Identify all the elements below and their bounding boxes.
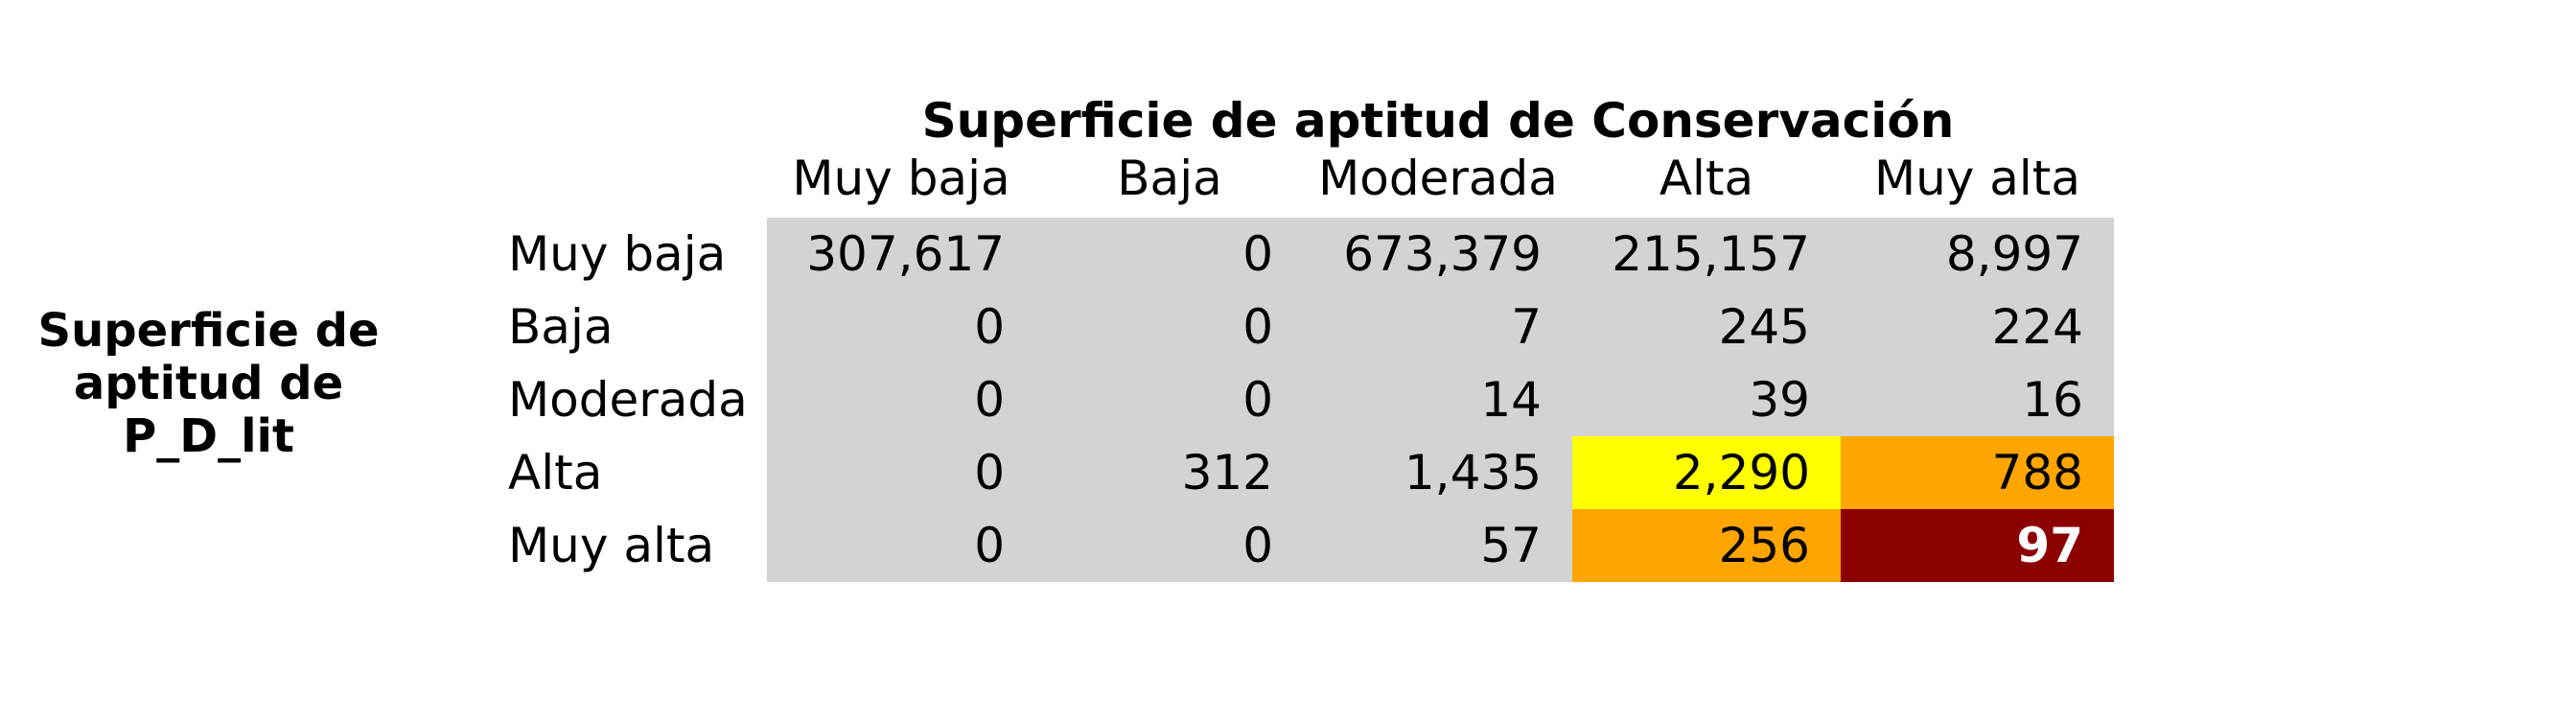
row-axis-title-line-1: Superficie de [37,304,380,358]
heatmap-cell: 14 [1304,363,1572,436]
heatmap-cell: 788 [1841,436,2114,509]
column-axis-title: Superficie de aptitud de Conservación [921,93,1955,149]
column-label: Moderada [1318,151,1558,206]
row-axis-title: Superficie de aptitud de P_D_lit [0,305,417,463]
row-label: Alta [508,445,603,501]
column-label: Muy baja [792,151,1010,206]
heatmap-cell: 16 [1841,363,2114,436]
heatmap-cell: 39 [1572,363,1841,436]
row-label: Muy baja [508,226,727,282]
row-label: Baja [508,299,614,355]
heatmap-cell: 0 [767,291,1035,363]
heatmap-cell: 0 [1035,363,1304,436]
heatmap-cell: 312 [1035,436,1304,509]
row-axis-title-line-3: P_D_lit [123,409,294,463]
heatmap-cell: 224 [1841,291,2114,363]
heatmap-cell: 245 [1572,291,1841,363]
heatmap-cell: 57 [1304,509,1572,582]
heatmap-cell: 673,379 [1304,218,1572,291]
heatmap-cell: 0 [767,509,1035,582]
heatmap-cell: 0 [1035,509,1304,582]
column-label: Alta [1659,151,1754,206]
heatmap-cell: 7 [1304,291,1572,363]
heatmap-cell: 2,290 [1572,436,1841,509]
heatmap-cell: 307,617 [767,218,1035,291]
row-axis-title-line-2: aptitud de [73,357,344,410]
heatmap-cell: 0 [1035,218,1304,291]
column-label: Muy alta [1873,151,2081,206]
heatmap-cell: 97 [1841,509,2114,582]
row-label: Moderada [508,372,748,428]
heatmap-cell: 1,435 [1304,436,1572,509]
heatmap-cell: 0 [767,436,1035,509]
heatmap-cell: 215,157 [1572,218,1841,291]
row-label: Muy alta [508,518,715,573]
heatmap-cell: 8,997 [1841,218,2114,291]
heatmap-cell: 0 [767,363,1035,436]
heatmap-cell: 0 [1035,291,1304,363]
heatmap-cell: 256 [1572,509,1841,582]
column-label: Baja [1117,151,1222,206]
